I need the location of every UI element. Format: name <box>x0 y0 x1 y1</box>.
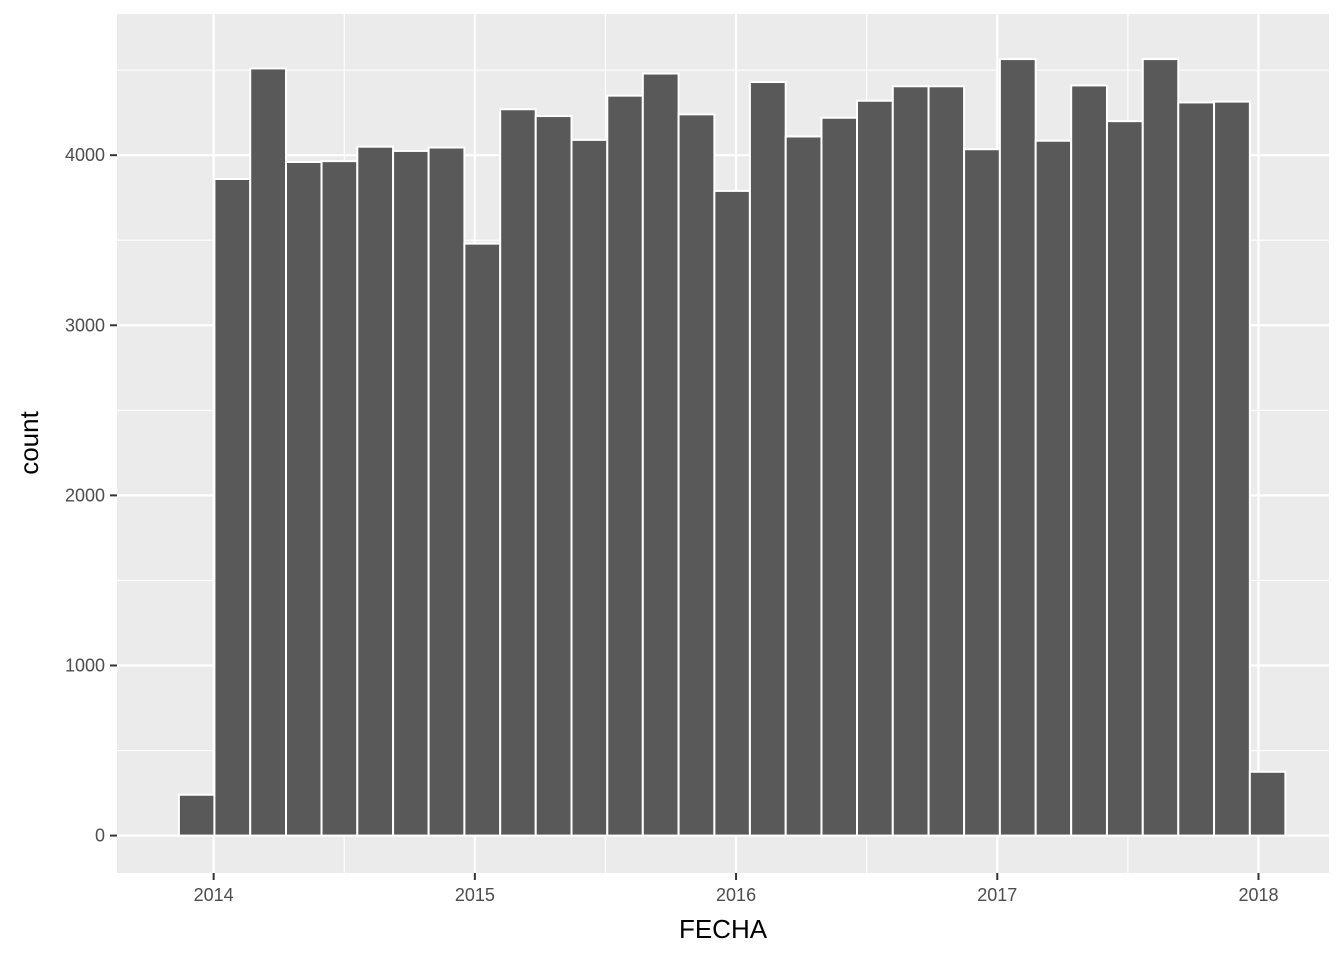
histogram-bar <box>1070 84 1108 837</box>
x-tick-label: 2014 <box>194 885 234 905</box>
histogram-bar <box>1105 120 1144 837</box>
x-tick-label: 2018 <box>1238 885 1278 905</box>
histogram-bar <box>998 58 1037 837</box>
histogram-bar <box>499 108 537 837</box>
x-tick-label: 2017 <box>977 885 1017 905</box>
y-tick-label: 2000 <box>65 485 105 505</box>
histogram-bar <box>963 148 1001 837</box>
histogram-bar <box>427 146 466 837</box>
x-tick-label: 2016 <box>716 885 756 905</box>
histogram-bar <box>320 160 359 837</box>
histogram-bar <box>820 116 858 837</box>
histogram-bar <box>748 81 787 837</box>
y-tick-label: 1000 <box>65 655 105 675</box>
histogram-bar <box>463 242 502 837</box>
histogram-bar <box>1177 101 1216 837</box>
histogram-bar <box>570 138 609 837</box>
histogram-bar <box>891 85 930 837</box>
histogram-bar <box>534 115 573 837</box>
histogram-bar <box>784 135 823 837</box>
histogram-bar <box>285 160 323 837</box>
histogram-bar <box>1034 139 1073 837</box>
y-tick-label: 3000 <box>65 315 105 335</box>
y-tick-label: 0 <box>95 826 105 846</box>
histogram-bar <box>855 99 894 837</box>
x-axis-title: FECHA <box>679 914 768 944</box>
y-tick-label: 4000 <box>65 145 105 165</box>
histogram-bar <box>392 149 430 837</box>
x-tick-label: 2015 <box>455 885 495 905</box>
histogram-bars <box>177 58 1287 837</box>
histogram-bar <box>249 67 288 837</box>
histogram-bar <box>927 85 966 837</box>
histogram-bar <box>356 145 395 837</box>
y-axis: 0 1000 2000 3000 4000 <box>65 145 117 846</box>
histogram-bar <box>606 94 644 837</box>
histogram-bar <box>641 72 680 837</box>
x-axis: 2014 2015 2016 2017 2018 <box>194 873 1278 905</box>
histogram-bar <box>1213 100 1251 837</box>
histogram-bar <box>1141 58 1180 837</box>
histogram-bar <box>1248 770 1287 837</box>
y-axis-title: count <box>14 410 44 474</box>
histogram-bar <box>177 793 216 837</box>
histogram-bar <box>713 189 751 837</box>
histogram-bar <box>677 113 716 837</box>
histogram-bar <box>213 177 252 837</box>
